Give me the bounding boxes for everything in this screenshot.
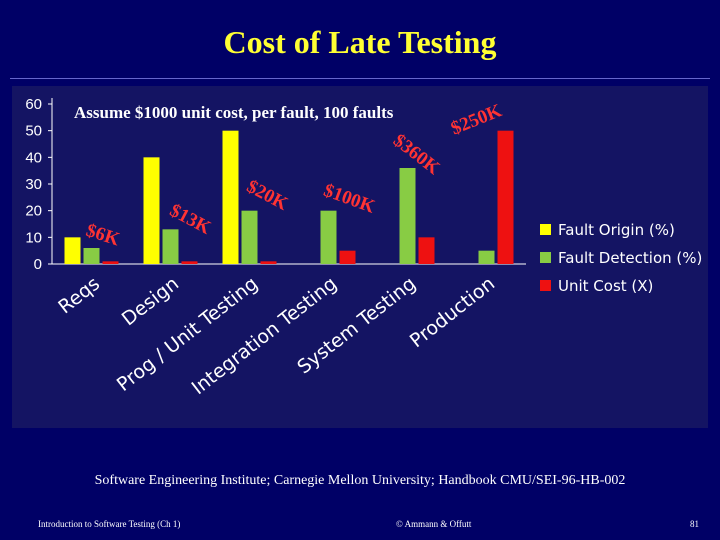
- legend-label-0: Fault Origin (%): [558, 221, 675, 239]
- legend-swatch-0: [540, 224, 551, 235]
- y-tick-label-4: 40: [25, 149, 42, 166]
- bar-5-2: [497, 130, 514, 264]
- source-citation: Software Engineering Institute; Carnegie…: [94, 473, 626, 488]
- bar-4-1: [399, 168, 416, 264]
- category-label-3: Integration Testing: [188, 273, 341, 400]
- bar-2-1: [241, 210, 258, 264]
- category-label-1: Design: [118, 273, 183, 331]
- slide-title: Cost of Late Testing: [223, 24, 497, 60]
- y-tick-label-0: 0: [34, 256, 42, 273]
- bar-0-0: [64, 237, 81, 264]
- category-label-0: Reqs: [54, 273, 104, 319]
- bar-0-2: [102, 261, 119, 264]
- bar-2-0: [222, 130, 239, 264]
- bar-3-2: [339, 250, 356, 264]
- y-tick-label-2: 20: [25, 203, 42, 220]
- category-label-2: Prog / Unit Testing: [113, 273, 262, 396]
- title-divider: [10, 78, 710, 79]
- category-label-5: Production: [406, 273, 499, 353]
- y-tick-label-1: 10: [25, 229, 42, 246]
- chart-panel: 0 10 20 30 40 50 60 Reqs Design Prog / Unit Testi…: [12, 86, 708, 428]
- legend-swatch-1: [540, 252, 551, 263]
- y-tick-label-6: 60: [25, 96, 42, 113]
- footer-copyright: © Ammann & Offutt: [396, 519, 472, 529]
- bar-2-2: [260, 261, 277, 264]
- bar-1-2: [181, 261, 198, 264]
- legend-label-2: Unit Cost (X): [558, 277, 653, 295]
- bar-5-1: [478, 250, 495, 264]
- bar-3-1: [320, 210, 337, 264]
- bar-1-1: [162, 229, 179, 264]
- footer-course: Introduction to Software Testing (Ch 1): [38, 519, 181, 529]
- bar-0-1: [83, 248, 100, 264]
- y-tick-label-5: 50: [25, 123, 42, 140]
- legend-label-1: Fault Detection (%): [558, 249, 702, 267]
- bar-4-2: [418, 237, 435, 264]
- chart-title: Assume $1000 unit cost, per fault, 100 f…: [74, 103, 394, 122]
- bar-1-0: [143, 157, 160, 264]
- y-tick-label-3: 30: [25, 176, 42, 193]
- legend-swatch-2: [540, 280, 551, 291]
- page-number: 81: [690, 519, 699, 529]
